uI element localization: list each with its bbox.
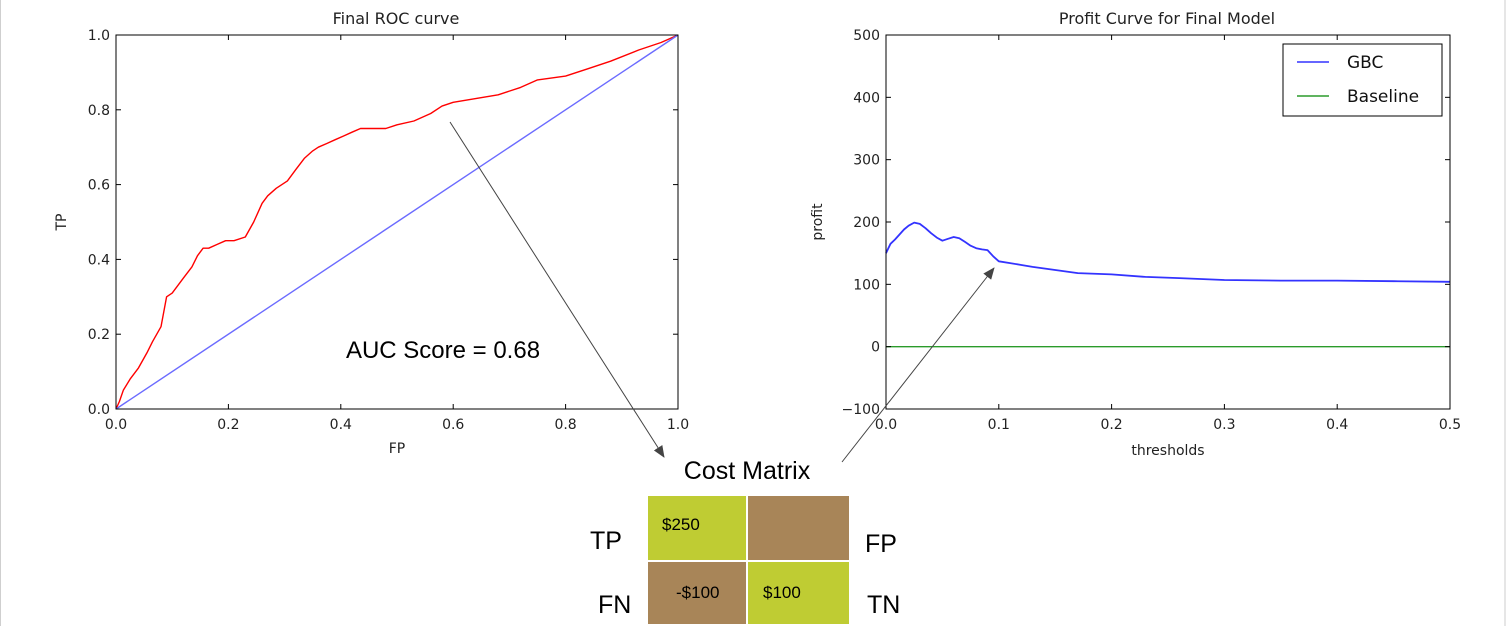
cost-cell-fn-value: -$100 [676,583,719,602]
roc-series-line-0 [115,34,679,410]
cost-matrix-to-profit-arrow [841,267,995,463]
auc-score-annotation: AUC Score = 0.68 [346,337,540,364]
roc-y-axis-label: TP [54,214,70,232]
profit-x-tick-label: 0.2 [1100,417,1122,433]
roc-chart: Final ROC curve 0.0 0.2 0.4 0.6 0.8 1.0 0.0 0.2… [54,9,689,457]
profit-x-tick-label: 0.0 [875,417,897,433]
roc-to-cost-matrix-arrow [449,121,665,458]
roc-y-tick-label: 0.8 [88,103,110,119]
profit-series-gbc [885,221,1451,283]
profit-y-tick-label: 400 [853,90,880,106]
roc-x-tick-label: 0.8 [554,417,576,433]
cost-col-label-fp: FP [865,530,897,558]
roc-y-tick-label: 0.0 [88,402,110,418]
profit-x-tick-label: 0.3 [1213,417,1235,433]
roc-x-tick-label: 0.0 [105,417,127,433]
profit-x-tick-label: 0.1 [988,417,1010,433]
profit-x-tick-label: 0.5 [1439,417,1461,433]
roc-y-tick-label: 0.6 [88,178,110,194]
cost-cell-fn [648,562,746,624]
profit-chart: Profit Curve for Final Model 0.0 0.1 0.2 0.… [810,9,1461,459]
profit-y-tick-label: 0 [871,340,880,356]
cost-cell-fp [748,496,849,560]
roc-x-tick-label: 1.0 [667,417,689,433]
cost-matrix-title: Cost Matrix [684,457,811,485]
legend-label-baseline: Baseline [1347,87,1419,107]
profit-y-tick-label: −100 [842,402,880,418]
profit-y-tick-label: 200 [853,215,880,231]
profit-y-tick-label: 300 [853,153,880,169]
roc-x-tick-label: 0.2 [217,417,239,433]
cost-cell-tp-value: $250 [662,515,700,534]
right-frame-border [1504,0,1506,626]
profit-y-axis-label: profit [810,203,826,241]
profit-legend: GBC Baseline [1282,43,1443,117]
cost-cell-tn-value: $100 [763,583,801,602]
roc-series-line-1 [115,34,679,410]
cost-row-label-fn: FN [598,591,631,619]
profit-y-tick-label: 100 [853,277,880,293]
cost-cell-tn [748,562,849,624]
left-frame-border [0,0,1,626]
roc-x-axis-label: FP [389,441,406,457]
legend-label-gbc: GBC [1347,53,1383,73]
profit-y-tick-label: 500 [853,28,880,44]
roc-x-tick-label: 0.6 [442,417,464,433]
profit-x-tick-label: 0.4 [1326,417,1348,433]
profit-x-axis-label: thresholds [1131,443,1204,459]
cost-cell-tp [648,496,746,560]
roc-y-tick-label: 0.2 [88,327,110,343]
roc-x-tick-label: 0.4 [330,417,352,433]
cost-row-label-tp: TP [590,527,622,555]
roc-y-tick-label: 1.0 [88,28,110,44]
roc-chart-title: Final ROC curve [333,9,460,28]
profit-chart-title: Profit Curve for Final Model [1059,9,1275,28]
roc-plot-frame [115,34,679,410]
cost-matrix: Cost Matrix $250 -$100 $100 TP FN FP TN [590,457,900,624]
cost-col-label-tn: TN [867,591,900,619]
roc-y-tick-label: 0.4 [88,252,110,268]
legend-box [1282,43,1443,117]
